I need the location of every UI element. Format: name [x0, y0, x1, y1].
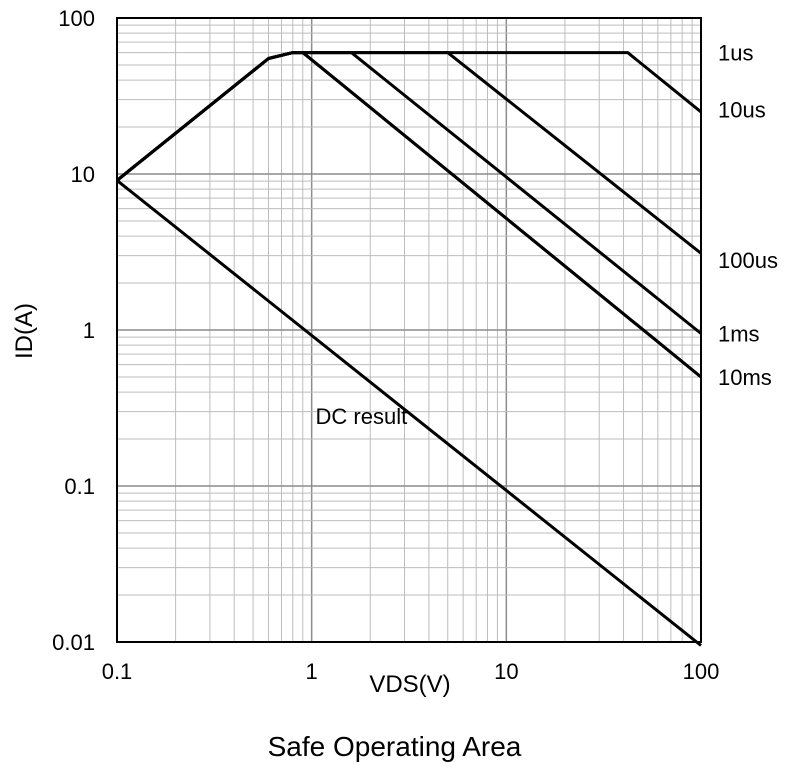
grid-lines: [116, 18, 701, 643]
series-line-1ms: [116, 51, 702, 379]
x-tick-label: 100: [683, 659, 720, 684]
y-tick-label: 0.01: [52, 630, 95, 655]
curve-label: 10us: [718, 97, 766, 122]
y-tick-label: 100: [58, 6, 95, 31]
x-tick-label: 1: [306, 659, 318, 684]
curve-label: 100us: [718, 248, 778, 273]
y-tick-label: 1: [83, 318, 95, 343]
x-axis-label: VDS(V): [369, 671, 450, 698]
curve-label: 1us: [718, 41, 753, 66]
y-axis-label: ID(A): [11, 303, 38, 359]
y-tick-label: 10: [71, 162, 95, 187]
x-tick-labels: 0.1 1 10 100: [102, 659, 720, 684]
x-tick-label: 10: [494, 659, 518, 684]
curve-label: DC result: [316, 404, 408, 429]
chart-caption: Safe Operating Area: [267, 731, 522, 762]
series-line-1us: [116, 51, 702, 182]
series-lines: [116, 51, 702, 647]
y-tick-labels: 0.01 0.1 1 10 100: [52, 6, 95, 655]
series-line-10ms: [116, 51, 702, 379]
curve-label: 10ms: [718, 365, 772, 390]
y-tick-label: 0.1: [64, 474, 95, 499]
curve-label: 1ms: [718, 321, 760, 346]
series-line-10us: [116, 51, 702, 255]
curve-labels: 1us 10us 100us 1ms 10ms DC result: [316, 41, 778, 430]
x-tick-label: 0.1: [102, 659, 133, 684]
series-line-dc-result: [116, 179, 702, 647]
plot-frame: [116, 17, 702, 643]
series-line-100us: [116, 51, 702, 335]
